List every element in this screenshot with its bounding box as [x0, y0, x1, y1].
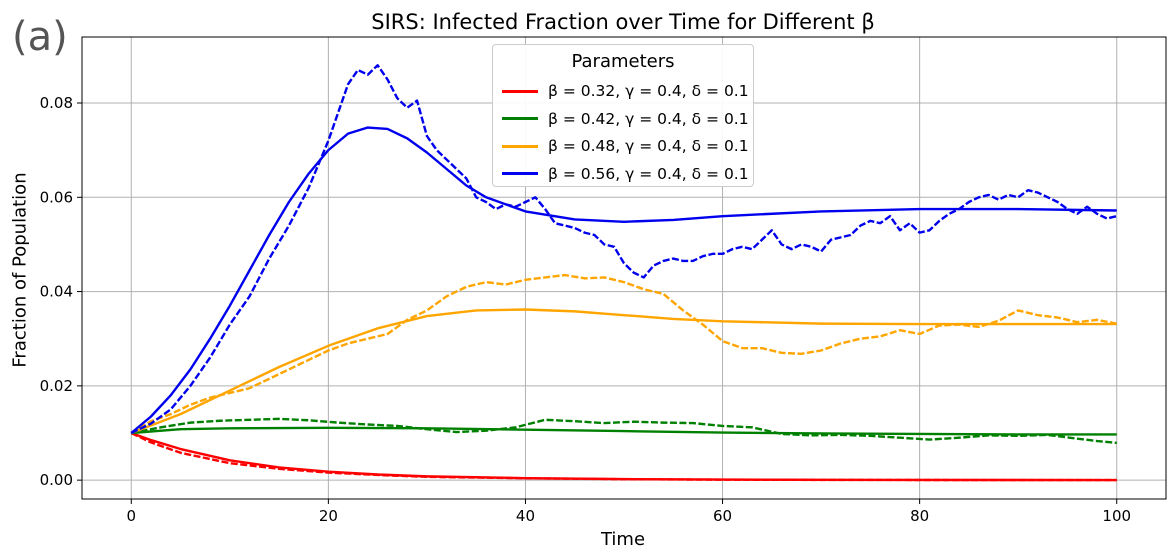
series-deterministic-line-1 [131, 426, 1117, 436]
legend-swatch [502, 172, 538, 175]
x-tick-label: 80 [910, 507, 929, 525]
y-tick-label: 0.08 [40, 94, 73, 112]
legend: Parameters β = 0.32, γ = 0.4, δ = 0.1 β =… [492, 44, 754, 187]
legend-label: β = 0.56, γ = 0.4, δ = 0.1 [548, 164, 749, 183]
chart-title: SIRS: Infected Fraction over Time for Di… [371, 10, 875, 34]
legend-title: Parameters [571, 51, 675, 72]
x-tick-label: 60 [713, 507, 732, 525]
legend-entry: β = 0.42, γ = 0.4, δ = 0.1 [502, 107, 749, 131]
series-stochastic-line-1 [131, 417, 1117, 445]
y-tick-label: 0.00 [40, 471, 73, 489]
panel-label: (a) [12, 14, 68, 60]
legend-label: β = 0.32, γ = 0.4, δ = 0.1 [548, 82, 749, 100]
legend-label: β = 0.48, γ = 0.4, δ = 0.1 [548, 137, 749, 155]
legend-label: β = 0.42, γ = 0.4, δ = 0.1 [548, 109, 749, 128]
series-stochastic-line-0 [130, 431, 1117, 482]
legend-entry: β = 0.56, γ = 0.4, δ = 0.1 [502, 162, 749, 186]
legend-swatch [502, 89, 538, 93]
series-stochastic-line-2 [130, 273, 1117, 435]
y-tick-label: 0.02 [40, 377, 73, 395]
legend-entry: β = 0.48, γ = 0.4, δ = 0.1 [502, 134, 749, 158]
x-axis-label: Time [600, 529, 646, 550]
x-tick-label: 0 [126, 507, 136, 525]
x-tick-label: 100 [1102, 507, 1131, 525]
x-tick-label: 20 [319, 507, 338, 525]
legend-entry: β = 0.32, γ = 0.4, δ = 0.1 [502, 79, 749, 103]
legend-swatch [502, 144, 538, 148]
series-deterministic-line-2 [130, 308, 1117, 435]
series-stochastic-line-3 [130, 64, 1118, 435]
legend-swatch [502, 117, 538, 120]
plot-frame [81, 36, 1167, 500]
y-tick-label: 0.04 [40, 283, 73, 301]
series-deterministic-line-3 [130, 126, 1117, 434]
series-deterministic-line-0 [130, 431, 1117, 482]
x-tick-label: 40 [516, 507, 535, 525]
y-tick-label: 0.06 [40, 188, 73, 206]
